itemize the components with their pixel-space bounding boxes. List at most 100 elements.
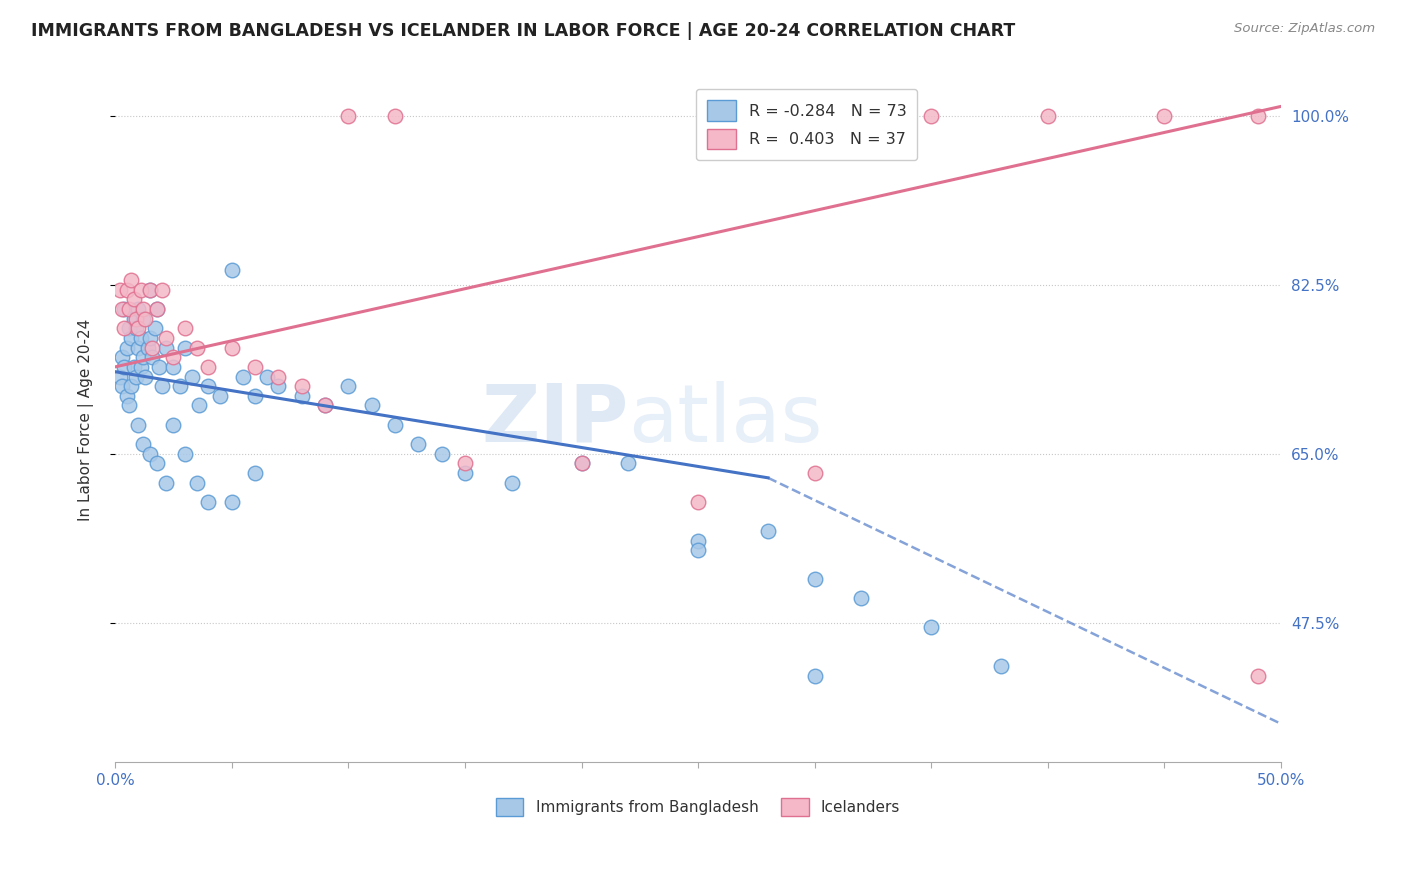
Point	[129, 331, 152, 345]
Point	[162, 359, 184, 374]
Point	[256, 369, 278, 384]
Point	[406, 437, 429, 451]
Point	[571, 456, 593, 470]
Point	[132, 437, 155, 451]
Point	[169, 379, 191, 393]
Point	[920, 109, 942, 123]
Point	[174, 341, 197, 355]
Point	[155, 475, 177, 490]
Point	[920, 620, 942, 634]
Point	[221, 495, 243, 509]
Point	[127, 341, 149, 355]
Point	[803, 668, 825, 682]
Point	[111, 379, 134, 393]
Point	[108, 369, 131, 384]
Point	[1153, 109, 1175, 123]
Point	[134, 369, 156, 384]
Point	[134, 311, 156, 326]
Text: ZIP: ZIP	[481, 381, 628, 459]
Point	[174, 321, 197, 335]
Point	[127, 301, 149, 316]
Point	[115, 389, 138, 403]
Point	[120, 331, 142, 345]
Point	[129, 359, 152, 374]
Point	[141, 341, 163, 355]
Point	[114, 301, 136, 316]
Point	[111, 350, 134, 364]
Point	[108, 283, 131, 297]
Point	[150, 379, 173, 393]
Point	[127, 321, 149, 335]
Point	[430, 447, 453, 461]
Point	[291, 379, 314, 393]
Point	[803, 466, 825, 480]
Point	[148, 359, 170, 374]
Point	[1036, 109, 1059, 123]
Point	[139, 283, 162, 297]
Point	[803, 572, 825, 586]
Point	[129, 283, 152, 297]
Point	[384, 109, 406, 123]
Point	[186, 475, 208, 490]
Point	[181, 369, 204, 384]
Point	[291, 389, 314, 403]
Point	[221, 341, 243, 355]
Point	[155, 331, 177, 345]
Point	[990, 659, 1012, 673]
Point	[162, 350, 184, 364]
Point	[197, 495, 219, 509]
Point	[132, 311, 155, 326]
Point	[337, 109, 360, 123]
Point	[688, 533, 710, 548]
Point	[114, 359, 136, 374]
Point	[120, 379, 142, 393]
Point	[337, 379, 360, 393]
Point	[125, 369, 148, 384]
Point	[360, 399, 382, 413]
Point	[197, 359, 219, 374]
Point	[143, 321, 166, 335]
Point	[197, 379, 219, 393]
Point	[136, 341, 159, 355]
Point	[188, 399, 211, 413]
Point	[571, 456, 593, 470]
Point	[139, 447, 162, 461]
Point	[118, 321, 141, 335]
Point	[174, 447, 197, 461]
Point	[232, 369, 254, 384]
Point	[118, 301, 141, 316]
Point	[384, 417, 406, 432]
Point	[146, 456, 169, 470]
Point	[454, 456, 477, 470]
Point	[115, 341, 138, 355]
Text: IMMIGRANTS FROM BANGLADESH VS ICELANDER IN LABOR FORCE | AGE 20-24 CORRELATION C: IMMIGRANTS FROM BANGLADESH VS ICELANDER …	[31, 22, 1015, 40]
Point	[851, 591, 873, 606]
Point	[756, 524, 779, 538]
Point	[127, 417, 149, 432]
Y-axis label: In Labor Force | Age 20-24: In Labor Force | Age 20-24	[79, 318, 94, 521]
Point	[122, 293, 145, 307]
Point	[314, 399, 336, 413]
Point	[146, 301, 169, 316]
Point	[688, 495, 710, 509]
Point	[1247, 668, 1270, 682]
Point	[243, 359, 266, 374]
Point	[314, 399, 336, 413]
Point	[139, 331, 162, 345]
Point	[141, 350, 163, 364]
Point	[688, 543, 710, 558]
Point	[501, 475, 523, 490]
Point	[120, 273, 142, 287]
Point	[132, 301, 155, 316]
Point	[243, 389, 266, 403]
Point	[155, 341, 177, 355]
Point	[267, 379, 290, 393]
Point	[617, 456, 640, 470]
Point	[139, 283, 162, 297]
Legend: Immigrants from Bangladesh, Icelanders: Immigrants from Bangladesh, Icelanders	[488, 790, 908, 823]
Point	[454, 466, 477, 480]
Point	[221, 263, 243, 277]
Text: atlas: atlas	[628, 381, 823, 459]
Point	[125, 321, 148, 335]
Point	[132, 350, 155, 364]
